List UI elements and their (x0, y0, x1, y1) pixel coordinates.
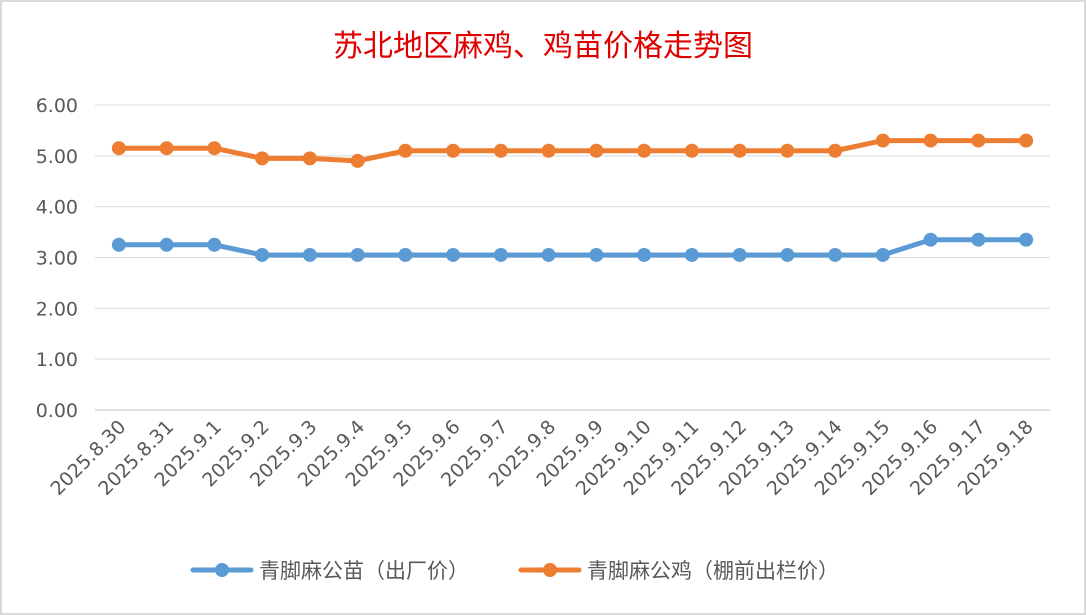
legend: 青脚麻公苗（出厂价） 青脚麻公鸡（棚前出栏价） (190, 559, 839, 583)
data-point (732, 143, 747, 158)
data-point (684, 247, 699, 262)
data-point (398, 143, 413, 158)
legend-item: 青脚麻公鸡（棚前出栏价） (518, 559, 839, 583)
data-point (207, 141, 222, 156)
y-tick-label: 4.00 (36, 197, 78, 219)
data-point (159, 141, 174, 156)
y-axis-ticks: 0.00 1.00 2.00 3.00 4.00 5.00 6.00 (36, 95, 78, 422)
data-point (493, 247, 508, 262)
data-point (446, 247, 461, 262)
data-point (350, 247, 365, 262)
data-point (637, 247, 652, 262)
data-point (111, 237, 126, 252)
data-point (398, 247, 413, 262)
data-point (255, 247, 270, 262)
data-point (589, 143, 604, 158)
data-point (875, 133, 890, 148)
data-point (207, 237, 222, 252)
data-point (302, 151, 317, 166)
legend-swatch-marker (215, 563, 229, 577)
data-point (828, 143, 843, 158)
series-layer (111, 133, 1034, 262)
series-line (116, 138, 1029, 164)
series-line (116, 237, 1029, 258)
data-point (541, 143, 556, 158)
data-point (923, 232, 938, 247)
y-tick-label: 5.00 (36, 146, 78, 168)
data-point (159, 237, 174, 252)
data-point (493, 143, 508, 158)
legend-swatch-marker (543, 563, 557, 577)
data-point (1019, 133, 1034, 148)
data-point (780, 143, 795, 158)
data-point (923, 133, 938, 148)
data-point (971, 133, 986, 148)
data-point (255, 151, 270, 166)
data-point (302, 247, 317, 262)
legend-label: 青脚麻公苗（出厂价） (259, 559, 469, 583)
data-point (875, 247, 890, 262)
data-point (971, 232, 986, 247)
chart-title: 苏北地区麻鸡、鸡苗价格走势图 (333, 29, 753, 64)
y-tick-label: 2.00 (36, 298, 78, 320)
series-2 (111, 133, 1034, 168)
legend-item: 青脚麻公苗（出厂价） (190, 559, 469, 583)
x-axis-ticks: 2025.8.302025.8.312025.9.12025.9.22025.9… (46, 416, 1037, 500)
y-tick-label: 6.00 (36, 95, 78, 117)
y-tick-label: 0.00 (36, 400, 78, 422)
y-tick-label: 1.00 (36, 349, 78, 371)
gridlines (95, 104, 1050, 411)
y-tick-label: 3.00 (36, 248, 78, 270)
data-point (111, 141, 126, 156)
data-point (350, 153, 365, 168)
data-point (637, 143, 652, 158)
data-point (446, 143, 461, 158)
data-point (684, 143, 699, 158)
data-point (780, 247, 795, 262)
data-point (732, 247, 747, 262)
data-point (828, 247, 843, 262)
data-point (1019, 232, 1034, 247)
data-point (541, 247, 556, 262)
legend-label: 青脚麻公鸡（棚前出栏价） (587, 559, 839, 583)
data-point (589, 247, 604, 262)
series-1 (111, 232, 1034, 262)
